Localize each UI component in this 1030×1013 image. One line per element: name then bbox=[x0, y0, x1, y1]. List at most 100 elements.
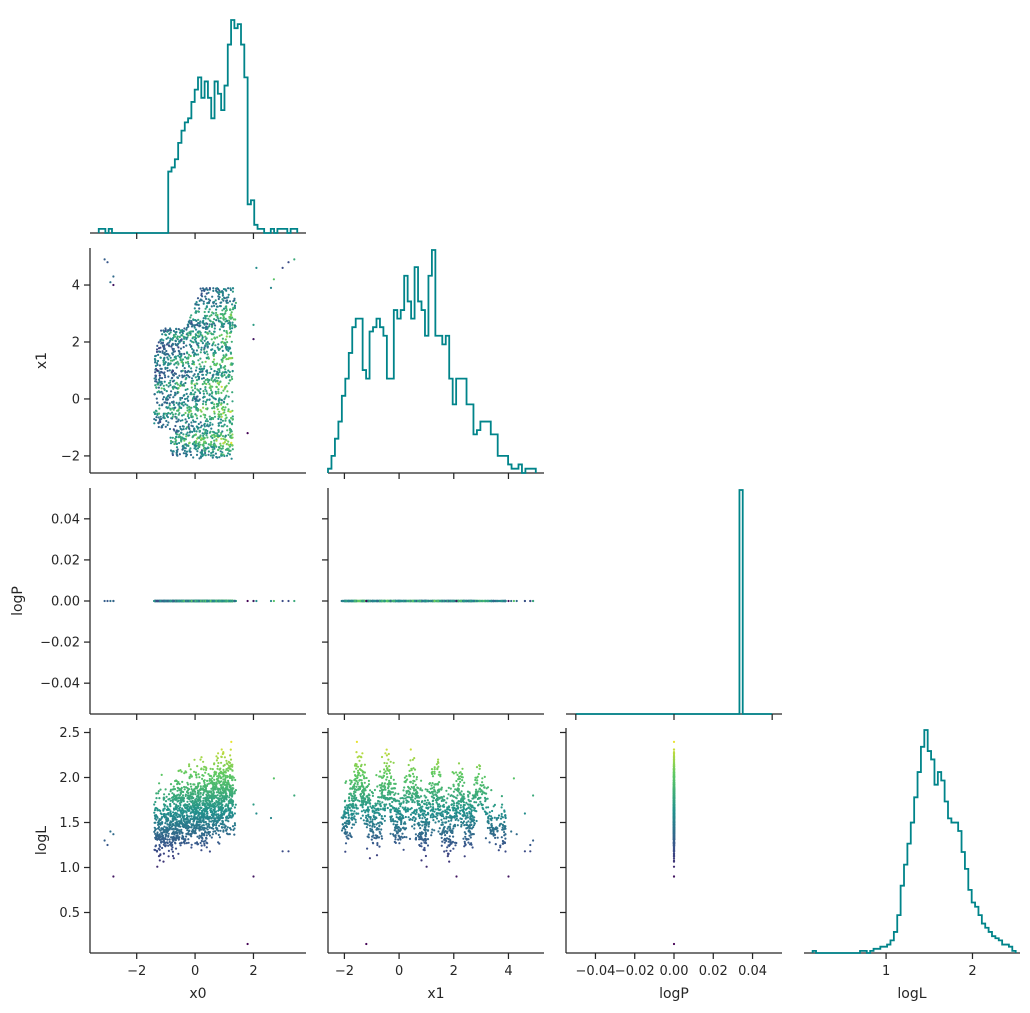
point bbox=[198, 370, 201, 374]
point bbox=[371, 599, 374, 603]
point bbox=[158, 407, 161, 410]
point bbox=[165, 384, 168, 387]
point bbox=[185, 435, 188, 438]
point bbox=[219, 442, 222, 445]
point bbox=[212, 341, 215, 344]
point bbox=[214, 314, 217, 317]
point bbox=[214, 299, 217, 302]
point bbox=[112, 275, 115, 278]
point bbox=[222, 400, 225, 403]
histogram-x1 bbox=[327, 249, 537, 474]
point bbox=[166, 398, 169, 401]
point bbox=[164, 401, 167, 404]
y-tick-label: 4 bbox=[72, 279, 80, 294]
point bbox=[213, 447, 216, 450]
point bbox=[225, 335, 228, 338]
point bbox=[212, 333, 215, 336]
point bbox=[188, 442, 191, 445]
point bbox=[155, 386, 158, 389]
point bbox=[213, 318, 216, 321]
point bbox=[184, 388, 187, 391]
point bbox=[182, 433, 185, 436]
point bbox=[174, 393, 177, 396]
point bbox=[159, 367, 162, 370]
point bbox=[181, 599, 184, 603]
point bbox=[165, 349, 168, 353]
point bbox=[153, 377, 156, 380]
point bbox=[209, 387, 212, 390]
point bbox=[196, 427, 199, 430]
point bbox=[224, 414, 227, 417]
point bbox=[201, 432, 204, 435]
point bbox=[157, 341, 160, 344]
point bbox=[227, 349, 230, 352]
point bbox=[407, 599, 410, 603]
point bbox=[184, 397, 187, 401]
point bbox=[195, 311, 198, 314]
point bbox=[203, 347, 206, 350]
point bbox=[172, 396, 175, 399]
point bbox=[211, 391, 214, 394]
point bbox=[171, 353, 174, 356]
point bbox=[220, 407, 224, 410]
point bbox=[178, 353, 181, 356]
point bbox=[196, 437, 199, 440]
point bbox=[160, 426, 163, 429]
point bbox=[206, 420, 209, 423]
point bbox=[156, 362, 159, 365]
point bbox=[228, 449, 231, 453]
point bbox=[175, 446, 179, 449]
point bbox=[185, 328, 188, 331]
point bbox=[169, 356, 172, 359]
point bbox=[166, 330, 169, 333]
point bbox=[185, 336, 188, 339]
point bbox=[216, 433, 219, 436]
point bbox=[103, 258, 106, 261]
point bbox=[162, 396, 165, 399]
point bbox=[196, 450, 199, 453]
point bbox=[180, 439, 183, 442]
point bbox=[167, 375, 170, 378]
point bbox=[203, 450, 206, 453]
point bbox=[203, 314, 207, 317]
point bbox=[230, 443, 233, 446]
point bbox=[484, 599, 487, 603]
point bbox=[194, 391, 197, 394]
point bbox=[210, 305, 213, 308]
point bbox=[179, 358, 182, 361]
point bbox=[172, 350, 175, 353]
point bbox=[211, 446, 214, 449]
point bbox=[199, 415, 202, 418]
point bbox=[160, 377, 164, 380]
point bbox=[170, 371, 173, 374]
point bbox=[281, 599, 284, 603]
point bbox=[186, 431, 189, 434]
point bbox=[162, 412, 165, 415]
point bbox=[156, 363, 159, 366]
point bbox=[163, 344, 166, 347]
point bbox=[191, 425, 194, 428]
scatter-points bbox=[103, 599, 296, 603]
point bbox=[204, 378, 207, 382]
point bbox=[169, 331, 172, 334]
point bbox=[204, 454, 207, 457]
point bbox=[230, 314, 233, 317]
point bbox=[208, 319, 211, 322]
point bbox=[175, 453, 179, 457]
point bbox=[207, 450, 210, 453]
point bbox=[180, 431, 183, 434]
point bbox=[189, 332, 192, 335]
point bbox=[221, 357, 224, 360]
point bbox=[523, 599, 527, 603]
point bbox=[215, 319, 218, 322]
point bbox=[223, 387, 226, 390]
point bbox=[228, 374, 231, 377]
point bbox=[179, 329, 182, 332]
point bbox=[222, 354, 225, 357]
point bbox=[215, 305, 219, 308]
point bbox=[187, 353, 191, 356]
point bbox=[212, 312, 215, 315]
point bbox=[219, 316, 222, 320]
point bbox=[231, 436, 234, 439]
point bbox=[205, 350, 208, 353]
